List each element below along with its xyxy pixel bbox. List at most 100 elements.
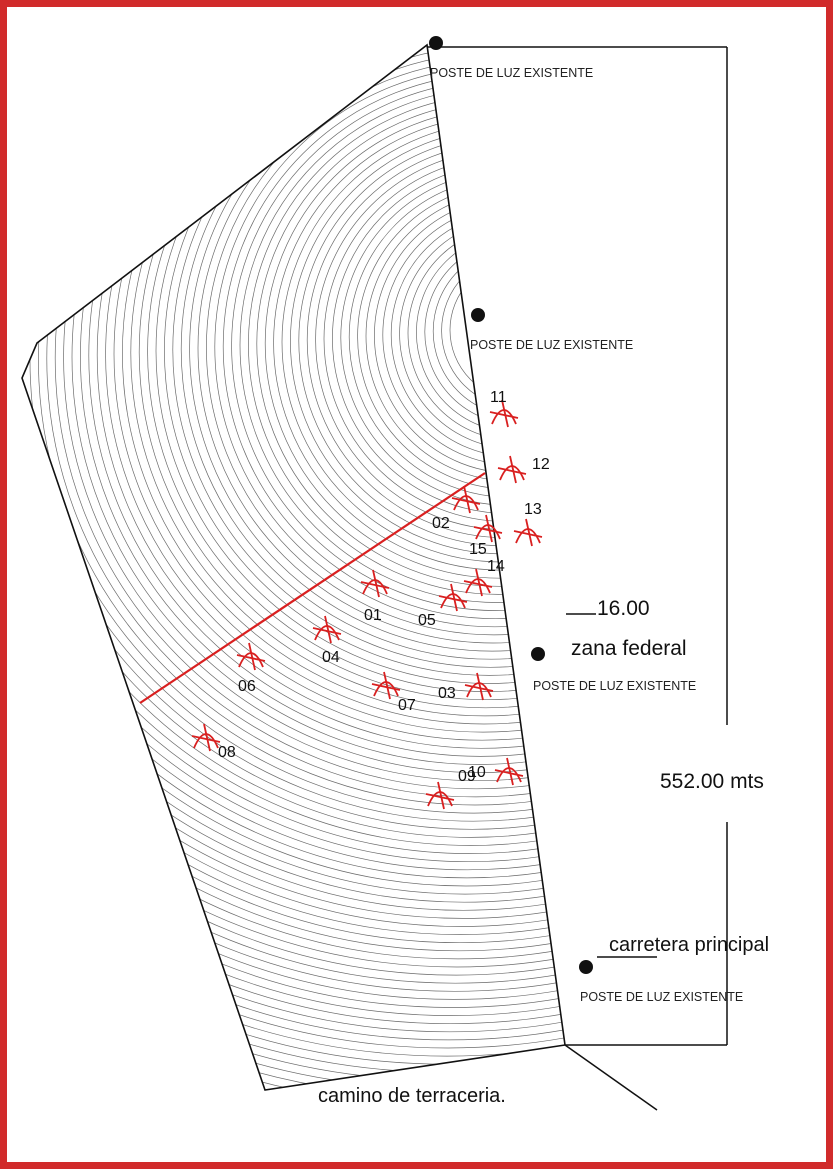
pole-label: POSTE DE LUZ EXISTENTE xyxy=(580,990,743,1004)
contour-line xyxy=(22,45,565,1049)
federal-zone-label: zana federal xyxy=(571,637,687,660)
survey-point-marker xyxy=(473,514,503,543)
contour-line xyxy=(22,45,565,984)
contour-line xyxy=(54,45,565,782)
contour-line xyxy=(449,259,565,401)
contour-line xyxy=(22,45,565,846)
contour-line xyxy=(164,45,565,676)
contour-line xyxy=(22,45,565,879)
survey-point-marker xyxy=(438,583,468,612)
survey-point-marker xyxy=(497,455,527,484)
road-leader-line xyxy=(564,1044,658,1111)
contour-line xyxy=(22,45,565,960)
point-label: 13 xyxy=(524,501,542,518)
contour-line xyxy=(96,45,565,741)
survey-point-marker xyxy=(312,615,342,644)
pole-label: POSTE DE LUZ EXISTENTE xyxy=(430,66,593,80)
contour-line xyxy=(22,45,565,822)
parcel-boundary xyxy=(21,43,566,1091)
survey-markers xyxy=(191,399,543,810)
contour-line xyxy=(22,45,565,814)
point-label: 07 xyxy=(398,697,416,714)
contour-line xyxy=(22,45,565,1008)
survey-point-marker xyxy=(425,781,455,810)
point-label: 01 xyxy=(364,607,382,624)
point-label: 09 xyxy=(458,768,476,785)
contour-line xyxy=(22,45,565,1057)
poles: POSTE DE LUZ EXISTENTE POSTE DE LUZ EXIS… xyxy=(429,36,743,1004)
point-label: 15 xyxy=(469,541,487,558)
contour-line xyxy=(38,45,565,798)
contour-line xyxy=(407,225,565,441)
contour-line xyxy=(22,45,565,903)
contour-line xyxy=(22,45,565,952)
contour-line xyxy=(22,45,565,830)
contour-line xyxy=(382,204,565,466)
pole-icon xyxy=(429,36,443,50)
contour-line xyxy=(130,45,565,709)
contour-line xyxy=(22,45,565,854)
contour-line xyxy=(365,190,565,482)
contour-line xyxy=(416,232,565,433)
contour-line xyxy=(22,45,565,968)
point-label: 11 xyxy=(490,389,507,406)
contour-line xyxy=(122,45,565,717)
contour-line xyxy=(22,45,565,944)
survey-point-marker xyxy=(236,642,266,671)
contour-line xyxy=(180,45,565,660)
survey-point-marker xyxy=(371,671,401,700)
length-dimension: 552.00 mts xyxy=(660,770,764,793)
survey-point-marker xyxy=(451,485,481,514)
contour-line xyxy=(424,238,565,425)
contour-line xyxy=(22,45,565,895)
contour-line xyxy=(63,45,565,773)
contour-line xyxy=(138,45,565,701)
contour-line xyxy=(22,45,565,992)
federal-zone-line xyxy=(139,472,486,704)
contour-line xyxy=(22,45,565,887)
pole-label: POSTE DE LUZ EXISTENTE xyxy=(533,679,696,693)
survey-point-labels: 01 02 03 04 05 06 07 08 09 10 11 12 13 1… xyxy=(218,389,550,785)
width-dimension: 16.00 xyxy=(597,597,650,620)
contour-line xyxy=(155,45,565,684)
pole-icon xyxy=(579,960,593,974)
contour-line xyxy=(80,45,565,757)
contour-line xyxy=(46,45,565,790)
point-label: 03 xyxy=(438,685,456,702)
contour-line xyxy=(374,197,565,474)
pole-icon xyxy=(531,647,545,661)
point-label: 14 xyxy=(487,558,505,575)
contour-line xyxy=(22,45,565,838)
contour-line xyxy=(22,45,565,1000)
dirt-road-label: camino de terraceria. xyxy=(318,1085,506,1107)
point-label: 10 xyxy=(468,764,486,781)
survey-point-marker xyxy=(513,518,543,547)
contour-line xyxy=(22,45,565,911)
contour-line xyxy=(22,45,565,935)
contour-line xyxy=(113,45,565,725)
survey-point-marker xyxy=(191,723,221,752)
dimension-lines xyxy=(427,46,728,1111)
contour-line xyxy=(22,45,565,871)
survey-point-marker xyxy=(464,672,494,701)
main-road-label: carretera principal xyxy=(609,934,769,956)
contour-line xyxy=(22,45,565,919)
contour-line xyxy=(71,45,565,765)
pole-icon xyxy=(471,308,485,322)
survey-point-marker xyxy=(489,399,519,428)
survey-point-marker xyxy=(463,568,493,597)
contour-line xyxy=(22,45,565,927)
contour-line xyxy=(22,45,565,1041)
contour-line xyxy=(22,45,565,1090)
point-label: 06 xyxy=(238,678,256,695)
survey-point-marker xyxy=(494,757,524,786)
point-label: 05 xyxy=(418,612,436,629)
pole-label: POSTE DE LUZ EXISTENTE xyxy=(470,338,633,352)
point-label: 08 xyxy=(218,744,236,761)
point-label: 12 xyxy=(532,456,550,473)
survey-point-marker xyxy=(360,569,390,598)
contour-line xyxy=(22,45,565,1016)
contour-line xyxy=(22,45,565,976)
